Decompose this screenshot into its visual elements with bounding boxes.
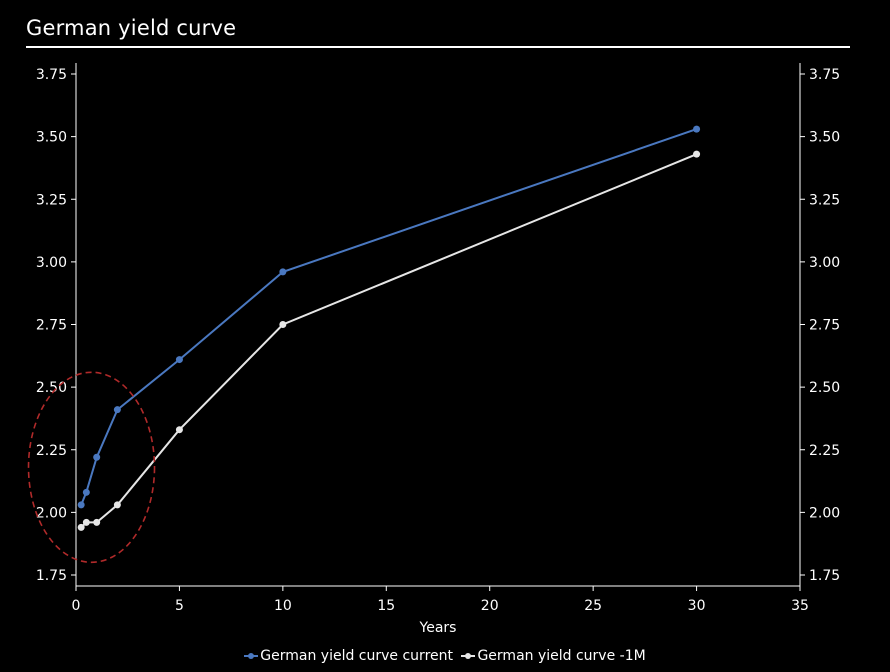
- data-point-0: [82, 488, 90, 496]
- y-tick-label-right: 2.75: [809, 318, 840, 334]
- x-tick-label: 25: [584, 598, 602, 614]
- data-point-1: [693, 150, 701, 158]
- x-tick-label: 0: [72, 598, 81, 614]
- y-tick-label-right: 2.50: [809, 380, 840, 396]
- y-tick-label-left: 2.25: [36, 443, 67, 459]
- y-tick-label-left: 1.75: [36, 568, 67, 584]
- x-tick-label: 30: [688, 598, 706, 614]
- x-tick-label: 35: [791, 598, 809, 614]
- legend-marker-1m: [461, 651, 476, 661]
- series-layer: [77, 125, 701, 531]
- data-point-0: [279, 268, 287, 276]
- y-tick-label-right: 3.00: [809, 255, 840, 271]
- legend-item-1m: German yield curve -1M: [461, 648, 646, 664]
- chart-title: German yield curve: [26, 16, 237, 40]
- x-tick-label: 5: [175, 598, 184, 614]
- data-point-0: [113, 406, 121, 414]
- data-point-0: [693, 125, 701, 133]
- data-point-1: [77, 523, 85, 531]
- y-tick-label-left: 3.25: [36, 192, 67, 208]
- y-tick-label-right: 3.25: [809, 192, 840, 208]
- x-tick-label: 15: [377, 598, 395, 614]
- y-tick-label-left: 2.50: [36, 380, 67, 396]
- y-ticks-right: 1.75 2.00 2.25 2.50 2.75 3.00 3.25 3.50 3.75: [800, 67, 840, 584]
- data-point-1: [113, 501, 121, 509]
- legend-item-current: German yield curve current: [244, 648, 453, 664]
- data-point-0: [93, 453, 101, 461]
- x-tick-label: 10: [274, 598, 292, 614]
- y-tick-label-right: 2.25: [809, 443, 840, 459]
- x-axis-label: Years: [419, 620, 457, 636]
- y-ticks-left: 1.75 2.00 2.25 2.50 2.75 3.00 3.25 3.50 3.75: [36, 67, 76, 584]
- y-tick-label-left: 3.50: [36, 130, 67, 146]
- y-tick-label-left: 2.75: [36, 318, 67, 334]
- data-point-0: [77, 501, 85, 509]
- y-tick-label-right: 3.75: [809, 67, 840, 83]
- legend-label-1m: German yield curve -1M: [477, 648, 646, 664]
- y-tick-label-left: 2.00: [36, 505, 67, 521]
- y-tick-label-right: 3.50: [809, 130, 840, 146]
- legend-marker-current: [244, 651, 259, 661]
- highlight-ellipse: [27, 371, 156, 564]
- series-line-1: [80, 153, 697, 529]
- data-point-1: [93, 518, 101, 526]
- legend-label-current: German yield curve current: [260, 648, 453, 664]
- data-point-1: [279, 321, 287, 328]
- x-ticks: 0 5 10 15 20 25 30 35: [72, 586, 809, 614]
- y-tick-label-left: 3.75: [36, 67, 67, 83]
- y-tick-label-left: 3.00: [36, 255, 67, 271]
- series-line-0: [80, 128, 697, 506]
- data-point-0: [175, 356, 183, 364]
- legend: German yield curve current German yield …: [0, 648, 890, 665]
- title-rule: [26, 46, 850, 48]
- x-tick-label: 20: [481, 598, 499, 614]
- data-point-1: [175, 426, 183, 434]
- y-tick-label-right: 1.75: [809, 568, 840, 584]
- data-point-1: [82, 518, 90, 526]
- y-tick-label-right: 2.00: [809, 505, 840, 521]
